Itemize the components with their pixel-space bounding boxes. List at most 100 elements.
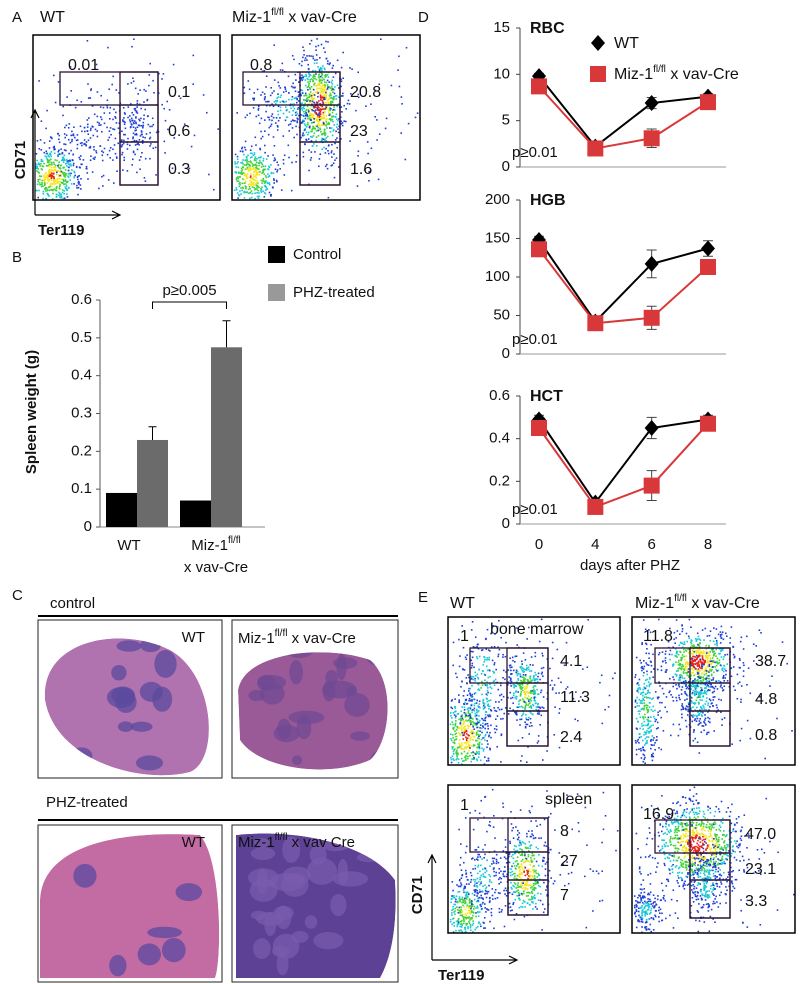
flow-dot bbox=[100, 95, 102, 97]
flow-dot bbox=[685, 664, 687, 666]
flow-dot bbox=[528, 856, 530, 858]
flow-dot bbox=[522, 676, 524, 678]
tissue-blob bbox=[73, 864, 96, 888]
flow-dot bbox=[322, 133, 324, 135]
flow-dot bbox=[317, 124, 319, 126]
flow-dot bbox=[657, 727, 659, 729]
superscript: fl/fl bbox=[275, 628, 288, 639]
flow-dot bbox=[256, 162, 258, 164]
flow-dot bbox=[670, 650, 672, 652]
flow-dot bbox=[45, 172, 47, 174]
flow-dot bbox=[235, 171, 237, 173]
flow-dot bbox=[50, 136, 52, 138]
flow-dot bbox=[481, 743, 483, 745]
flow-dot bbox=[62, 158, 64, 160]
flow-dot bbox=[307, 97, 309, 99]
flow-dot bbox=[643, 619, 645, 621]
flow-dot bbox=[644, 666, 646, 668]
flow-dot bbox=[692, 680, 694, 682]
flow-dot bbox=[487, 728, 489, 730]
y-tick-label: 0 bbox=[502, 158, 510, 175]
y-tick-label: 0 bbox=[502, 345, 510, 362]
flow-dot bbox=[323, 79, 325, 81]
flow-dot bbox=[456, 884, 458, 886]
flow-dot bbox=[144, 177, 146, 179]
y-tick-label: 0 bbox=[502, 515, 510, 532]
flow-dot bbox=[68, 177, 70, 179]
flow-dot bbox=[127, 148, 129, 150]
flow-dot bbox=[525, 674, 527, 676]
flow-dot bbox=[319, 57, 321, 59]
flow-dot bbox=[515, 672, 517, 674]
flow-dot bbox=[253, 154, 255, 156]
flow-dot bbox=[657, 722, 659, 724]
flow-dot bbox=[459, 930, 461, 932]
flow-dot bbox=[131, 46, 133, 48]
flow-dot bbox=[513, 695, 515, 697]
flow-dot bbox=[59, 196, 61, 198]
flow-dot bbox=[740, 641, 742, 643]
flow-dot bbox=[478, 669, 480, 671]
flow-dot bbox=[535, 674, 537, 676]
flow-dot bbox=[482, 725, 484, 727]
flow-dot bbox=[44, 180, 46, 182]
flow-dot bbox=[532, 664, 534, 666]
flow-dot bbox=[329, 62, 331, 64]
flow-dot bbox=[452, 721, 454, 723]
flow-dot bbox=[253, 107, 255, 109]
flow-dot bbox=[312, 145, 314, 147]
flow-dot bbox=[466, 677, 468, 679]
flow-dot bbox=[247, 155, 249, 157]
tissue-blob bbox=[152, 687, 172, 712]
flow-dot bbox=[135, 144, 137, 146]
flow-dot bbox=[636, 718, 638, 720]
flow-dot bbox=[323, 47, 325, 49]
flow-dot bbox=[67, 196, 69, 198]
flow-dot bbox=[451, 699, 453, 701]
flow-dot bbox=[258, 192, 260, 194]
flow-dot bbox=[525, 727, 527, 729]
flow-dot bbox=[255, 144, 257, 146]
flow-dot bbox=[324, 139, 326, 141]
flow-dot bbox=[123, 159, 125, 161]
flow-dot bbox=[112, 119, 114, 121]
flow-dot bbox=[250, 176, 252, 178]
flow-dot bbox=[321, 79, 323, 81]
y-tick-label: 0 bbox=[84, 518, 92, 535]
flow-dot bbox=[641, 667, 643, 669]
flow-dot bbox=[296, 122, 298, 124]
flow-dot bbox=[475, 868, 477, 870]
flow-dot bbox=[58, 81, 60, 83]
plot-title: Miz-1fl/fl x vav-Cre bbox=[232, 7, 357, 27]
flow-dot bbox=[70, 90, 72, 92]
tissue-blob bbox=[338, 859, 348, 885]
flow-dot bbox=[461, 730, 463, 732]
flow-dot bbox=[51, 151, 53, 153]
flow-dot bbox=[459, 901, 461, 903]
flow-dot bbox=[331, 127, 333, 129]
flow-dot bbox=[733, 686, 735, 688]
flow-dot bbox=[52, 193, 54, 195]
flow-dot bbox=[256, 177, 258, 179]
flow-dot bbox=[709, 690, 711, 692]
flow-dot bbox=[699, 674, 701, 676]
flow-dot bbox=[652, 711, 654, 713]
flow-dot bbox=[487, 725, 489, 727]
flow-dot bbox=[109, 137, 111, 139]
flow-dot bbox=[541, 668, 543, 670]
flow-dot bbox=[48, 179, 50, 181]
flow-dot bbox=[122, 169, 124, 171]
flow-dot bbox=[488, 649, 490, 651]
flow-dot bbox=[654, 749, 656, 751]
flow-dot bbox=[502, 656, 504, 658]
flow-dot bbox=[676, 651, 678, 653]
flow-dot bbox=[106, 127, 108, 129]
flow-dot bbox=[335, 73, 337, 75]
flow-dot bbox=[318, 76, 320, 78]
flow-dot bbox=[500, 637, 502, 639]
flow-dot bbox=[472, 663, 474, 665]
flow-dot bbox=[769, 685, 771, 687]
flow-dot bbox=[112, 149, 114, 151]
flow-dot bbox=[537, 876, 539, 878]
flow-dot bbox=[686, 705, 688, 707]
